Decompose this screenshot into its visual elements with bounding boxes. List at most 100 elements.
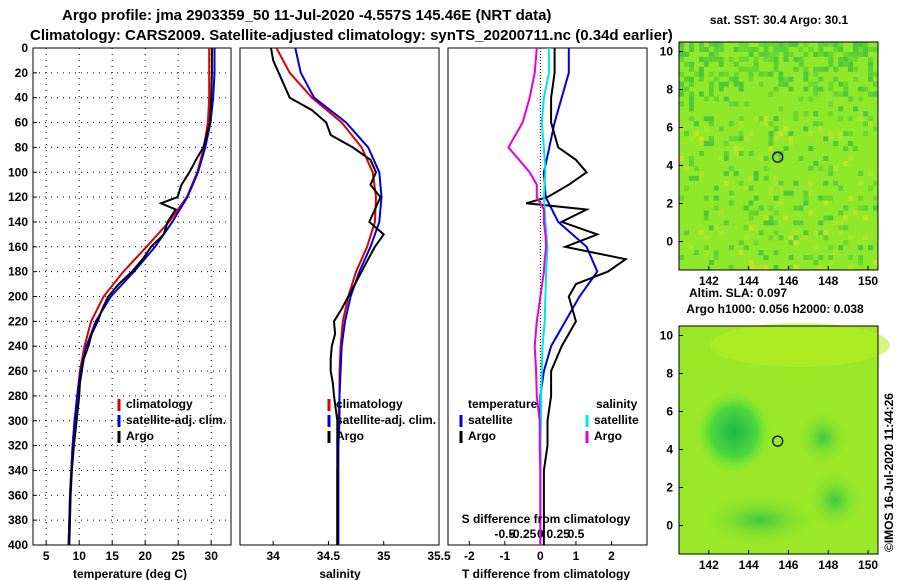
- salinity-series-argo: [270, 48, 386, 545]
- sst-cell: [768, 42, 774, 47]
- sla-argo-position-marker: [772, 435, 784, 447]
- difference-plot-frame: [447, 47, 648, 546]
- sst-cell: [703, 141, 709, 147]
- sst-cell: [689, 76, 694, 82]
- sst-cell: [778, 106, 784, 112]
- depth-tick-label: 80: [15, 140, 29, 154]
- sst-cell: [808, 131, 814, 137]
- temperature-series-argo: [68, 48, 213, 545]
- salinity-profiles: [270, 48, 386, 545]
- sst-cell: [713, 96, 719, 102]
- sst-cell: [858, 42, 864, 47]
- sst-cell: [838, 116, 844, 122]
- sst-cell: [753, 210, 759, 216]
- sst-cell: [723, 156, 729, 161]
- difference-xtick-label: -1: [500, 549, 511, 563]
- title-line-2: Climatology: CARS2009. Satellite-adjuste…: [30, 27, 673, 44]
- sst-cell: [773, 175, 779, 181]
- sst-cell: [803, 190, 809, 196]
- sst-cell: [773, 61, 779, 67]
- sst-cell: [763, 220, 769, 226]
- salinity-legend: climatology satellite-adj. clim. Argo: [327, 397, 436, 443]
- sst-cell: [684, 165, 689, 171]
- sst-cell: [728, 165, 734, 171]
- sst-cell: [793, 111, 799, 117]
- sst-cell: [803, 86, 809, 92]
- sst-cell: [738, 250, 744, 256]
- sst-cell: [783, 51, 789, 57]
- sst-cell: [818, 86, 824, 92]
- sst-cell: [708, 260, 714, 266]
- sst-cell: [828, 42, 834, 47]
- sst-cell: [748, 47, 754, 52]
- sst-cell: [788, 240, 794, 246]
- sst-cell: [873, 195, 878, 201]
- sst-cell: [773, 195, 779, 201]
- sst-cell: [848, 116, 854, 122]
- sst-cell: [858, 116, 864, 122]
- sst-cell: [738, 180, 744, 186]
- sst-cell: [853, 146, 859, 152]
- salinity-tick-labels: 34 34.5 35 35.5: [266, 541, 451, 563]
- sst-cell: [684, 131, 689, 137]
- difference-series-s-argo: [507, 48, 548, 545]
- sst-cell: [808, 210, 814, 216]
- sst-cell: [684, 51, 689, 57]
- sst-cell: [698, 66, 704, 72]
- sst-cell: [843, 86, 849, 92]
- sst-cell: [813, 71, 819, 77]
- legend-label-climatology: climatology: [126, 397, 193, 411]
- sst-cell: [718, 81, 724, 87]
- sst-cell: [778, 71, 784, 77]
- sst-cell: [698, 141, 704, 147]
- sst-cell: [693, 71, 699, 77]
- sst-cell: [843, 146, 849, 152]
- depth-tick-label: 20: [15, 66, 29, 80]
- sst-cell: [733, 170, 739, 176]
- sst-cell: [748, 66, 754, 72]
- sst-cell: [693, 121, 699, 127]
- sst-cell: [793, 56, 799, 62]
- sst-cell: [778, 200, 784, 206]
- sst-cell: [833, 180, 839, 186]
- sst-cell: [773, 56, 779, 62]
- depth-tick-label: 180: [8, 265, 28, 279]
- sst-cell: [708, 56, 714, 62]
- sst-cell: [768, 71, 774, 77]
- sst-cell: [713, 51, 719, 57]
- sst-cell: [689, 136, 694, 142]
- sst-cell: [768, 51, 774, 57]
- sst-cell: [679, 255, 684, 261]
- sst-longitude-tick-labels: 142 144 146 148 150: [699, 266, 878, 288]
- sst-cell: [803, 126, 809, 132]
- sla-map-panel: Altim. SLA: 0.097 Argo h1000: 0.056 h200…: [660, 286, 890, 572]
- sst-cell: [793, 180, 799, 186]
- sst-cell: [738, 116, 744, 122]
- sst-cell: [703, 195, 709, 201]
- sst-cell: [868, 47, 873, 52]
- sst-cell: [768, 121, 774, 127]
- sst-cell: [808, 47, 814, 52]
- sst-cell: [763, 47, 769, 52]
- sst-cell: [813, 81, 819, 87]
- sst-cell: [748, 260, 754, 266]
- sst-cell: [733, 61, 739, 67]
- sst-cell: [773, 66, 779, 72]
- sst-map-frame: [678, 41, 879, 271]
- sst-cell: [768, 215, 774, 221]
- sst-cell: [828, 170, 834, 176]
- sst-cell: [708, 121, 714, 127]
- sst-cell: [838, 225, 844, 231]
- salinity-xtick-label: 35.5: [427, 549, 451, 563]
- legend-label-t-satellite: satellite: [468, 413, 513, 427]
- sst-cell: [753, 265, 759, 270]
- sst-cell: [833, 47, 839, 52]
- sst-cell: [858, 180, 864, 186]
- sst-cell: [838, 245, 844, 251]
- sla_map-ytick-label: 4: [666, 443, 673, 457]
- salinity-series-satellite-adj-clim-: [294, 48, 383, 545]
- sst-cell: [773, 265, 779, 270]
- sst-cell: [863, 131, 869, 137]
- sst-cell: [798, 156, 804, 161]
- sla-low-region-east: [797, 410, 849, 466]
